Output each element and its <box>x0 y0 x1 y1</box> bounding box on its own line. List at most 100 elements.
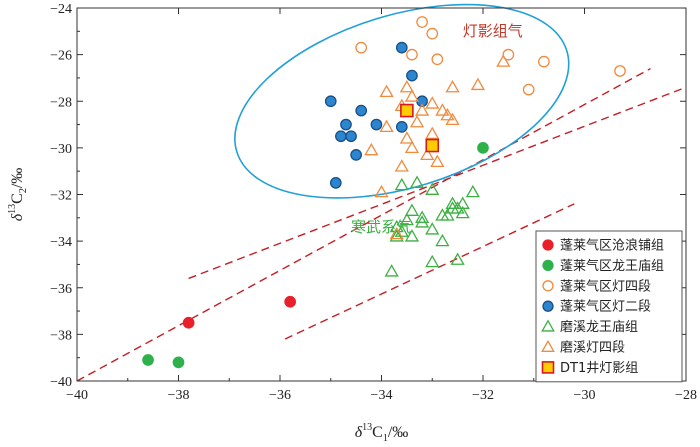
legend-label: DT1井灯影组 <box>560 361 638 376</box>
legend-marker <box>541 319 555 332</box>
dashed-trend-line <box>76 67 651 382</box>
data-point-series-6 <box>425 138 440 153</box>
data-point-series-4 <box>389 229 404 242</box>
data-point-series-3 <box>355 104 368 117</box>
dashed-trend-line <box>284 203 575 340</box>
data-point-series-2 <box>522 83 535 96</box>
data-point-series-2 <box>426 27 439 40</box>
data-point-series-3 <box>395 41 408 54</box>
data-point-series-1 <box>477 142 489 154</box>
data-point-series-5 <box>374 184 389 198</box>
data-point-series-4 <box>399 212 414 226</box>
y-tick-label: −36 <box>50 282 72 297</box>
data-point-series-4 <box>445 201 460 214</box>
data-point-series-3 <box>406 69 418 82</box>
data-points <box>142 16 626 369</box>
legend: 蓬莱气区沧浪铺组蓬莱气区龙王庙组蓬莱气区灯四段蓬莱气区灯二段磨溪龙王庙组磨溪灯四… <box>535 230 683 383</box>
data-point-series-5 <box>430 154 445 167</box>
data-point-series-5 <box>394 159 409 172</box>
data-point-series-4 <box>409 175 425 188</box>
x-tick-label: −30 <box>574 388 596 403</box>
data-point-series-4 <box>384 264 399 277</box>
legend-marker <box>542 300 554 312</box>
y-tick-label: −24 <box>50 2 72 17</box>
data-point-series-4 <box>404 229 420 242</box>
data-point-series-4 <box>425 222 440 235</box>
data-point-series-4 <box>414 210 430 223</box>
legend-marker <box>541 361 555 374</box>
data-point-series-2 <box>406 48 418 61</box>
dengying-gas-ellipse <box>234 3 570 199</box>
data-point-series-6 <box>400 103 414 118</box>
data-point-series-5 <box>496 54 511 67</box>
legend-label: 磨溪龙王庙组 <box>560 320 638 335</box>
data-point-series-5 <box>379 84 394 98</box>
data-point-series-5 <box>425 96 440 109</box>
data-point-series-3 <box>345 130 357 143</box>
legend-marker <box>542 259 554 272</box>
x-axis-title: δ13C1/‰ <box>355 422 409 444</box>
data-point-series-4 <box>435 233 450 247</box>
reference-lines <box>76 67 687 382</box>
data-point-series-2 <box>538 55 550 68</box>
ellipse-layer <box>234 3 570 199</box>
x-tick-label: −32 <box>472 388 494 403</box>
legend-marker <box>542 239 554 251</box>
data-point-series-5 <box>404 89 420 102</box>
data-point-series-0 <box>182 316 195 329</box>
data-point-series-5 <box>399 79 414 93</box>
y-tick-label: −28 <box>50 95 72 110</box>
data-point-series-3 <box>370 118 383 131</box>
data-point-series-3 <box>395 121 408 133</box>
x-tick-label: −36 <box>269 388 291 403</box>
axis-ticks: −40 −38 −36 −34 −32 −30 −28 −40 −38 −36 −34 −32 −30 −… <box>50 2 697 403</box>
y-tick-label: −38 <box>50 328 72 343</box>
data-point-series-4 <box>450 252 465 265</box>
legend-label: 蓬莱气区龙王庙组 <box>560 258 664 274</box>
y-tick-label: −26 <box>50 49 72 64</box>
legend-label: 磨溪灯四段 <box>560 341 625 356</box>
data-point-series-4 <box>445 196 460 209</box>
data-point-series-5 <box>425 126 440 140</box>
data-point-series-2 <box>614 65 626 77</box>
x-tick-label: −34 <box>371 388 393 403</box>
y-tick-label: −40 <box>50 375 72 390</box>
data-point-series-5 <box>364 142 379 156</box>
legend-label: 蓬莱气区沧浪铺组 <box>560 238 664 254</box>
annotation-cambrian-gas: 寒武系气 <box>351 218 411 236</box>
data-point-series-5 <box>435 103 450 116</box>
data-point-series-4 <box>425 254 440 268</box>
data-point-series-5 <box>470 77 486 91</box>
x-tick-label: −40 <box>66 388 88 403</box>
data-point-series-5 <box>389 226 404 240</box>
data-point-series-3 <box>335 130 347 143</box>
data-point-series-5 <box>399 131 414 144</box>
data-point-series-4 <box>465 184 480 198</box>
data-point-series-5 <box>440 107 455 121</box>
data-point-series-4 <box>455 205 470 219</box>
y-tick-label: −32 <box>50 189 72 204</box>
data-point-series-4 <box>394 177 409 191</box>
data-point-series-4 <box>404 203 420 216</box>
legend-marker <box>541 339 555 352</box>
data-point-series-3 <box>324 95 337 108</box>
y-axis-title: δ13C2/‰ <box>7 168 29 222</box>
data-point-series-5 <box>414 103 430 116</box>
data-point-series-0 <box>284 295 296 308</box>
data-point-series-5 <box>420 147 435 161</box>
data-point-series-5 <box>445 79 460 93</box>
data-point-series-2 <box>416 16 428 28</box>
legend-marker <box>542 280 554 292</box>
data-point-series-3 <box>329 176 342 189</box>
y-tick-label: −30 <box>50 142 72 157</box>
data-point-series-5 <box>409 114 425 128</box>
data-point-series-3 <box>340 118 352 131</box>
y-tick-label: −34 <box>50 235 72 250</box>
data-point-series-5 <box>379 119 394 133</box>
data-point-series-2 <box>431 53 444 66</box>
legend-label: 蓬莱气区灯四段 <box>560 278 651 294</box>
data-point-series-1 <box>142 354 154 366</box>
data-point-series-4 <box>425 182 440 195</box>
annotation-dengying-gas: 灯影组气 <box>463 22 523 40</box>
data-point-series-3 <box>350 149 362 161</box>
